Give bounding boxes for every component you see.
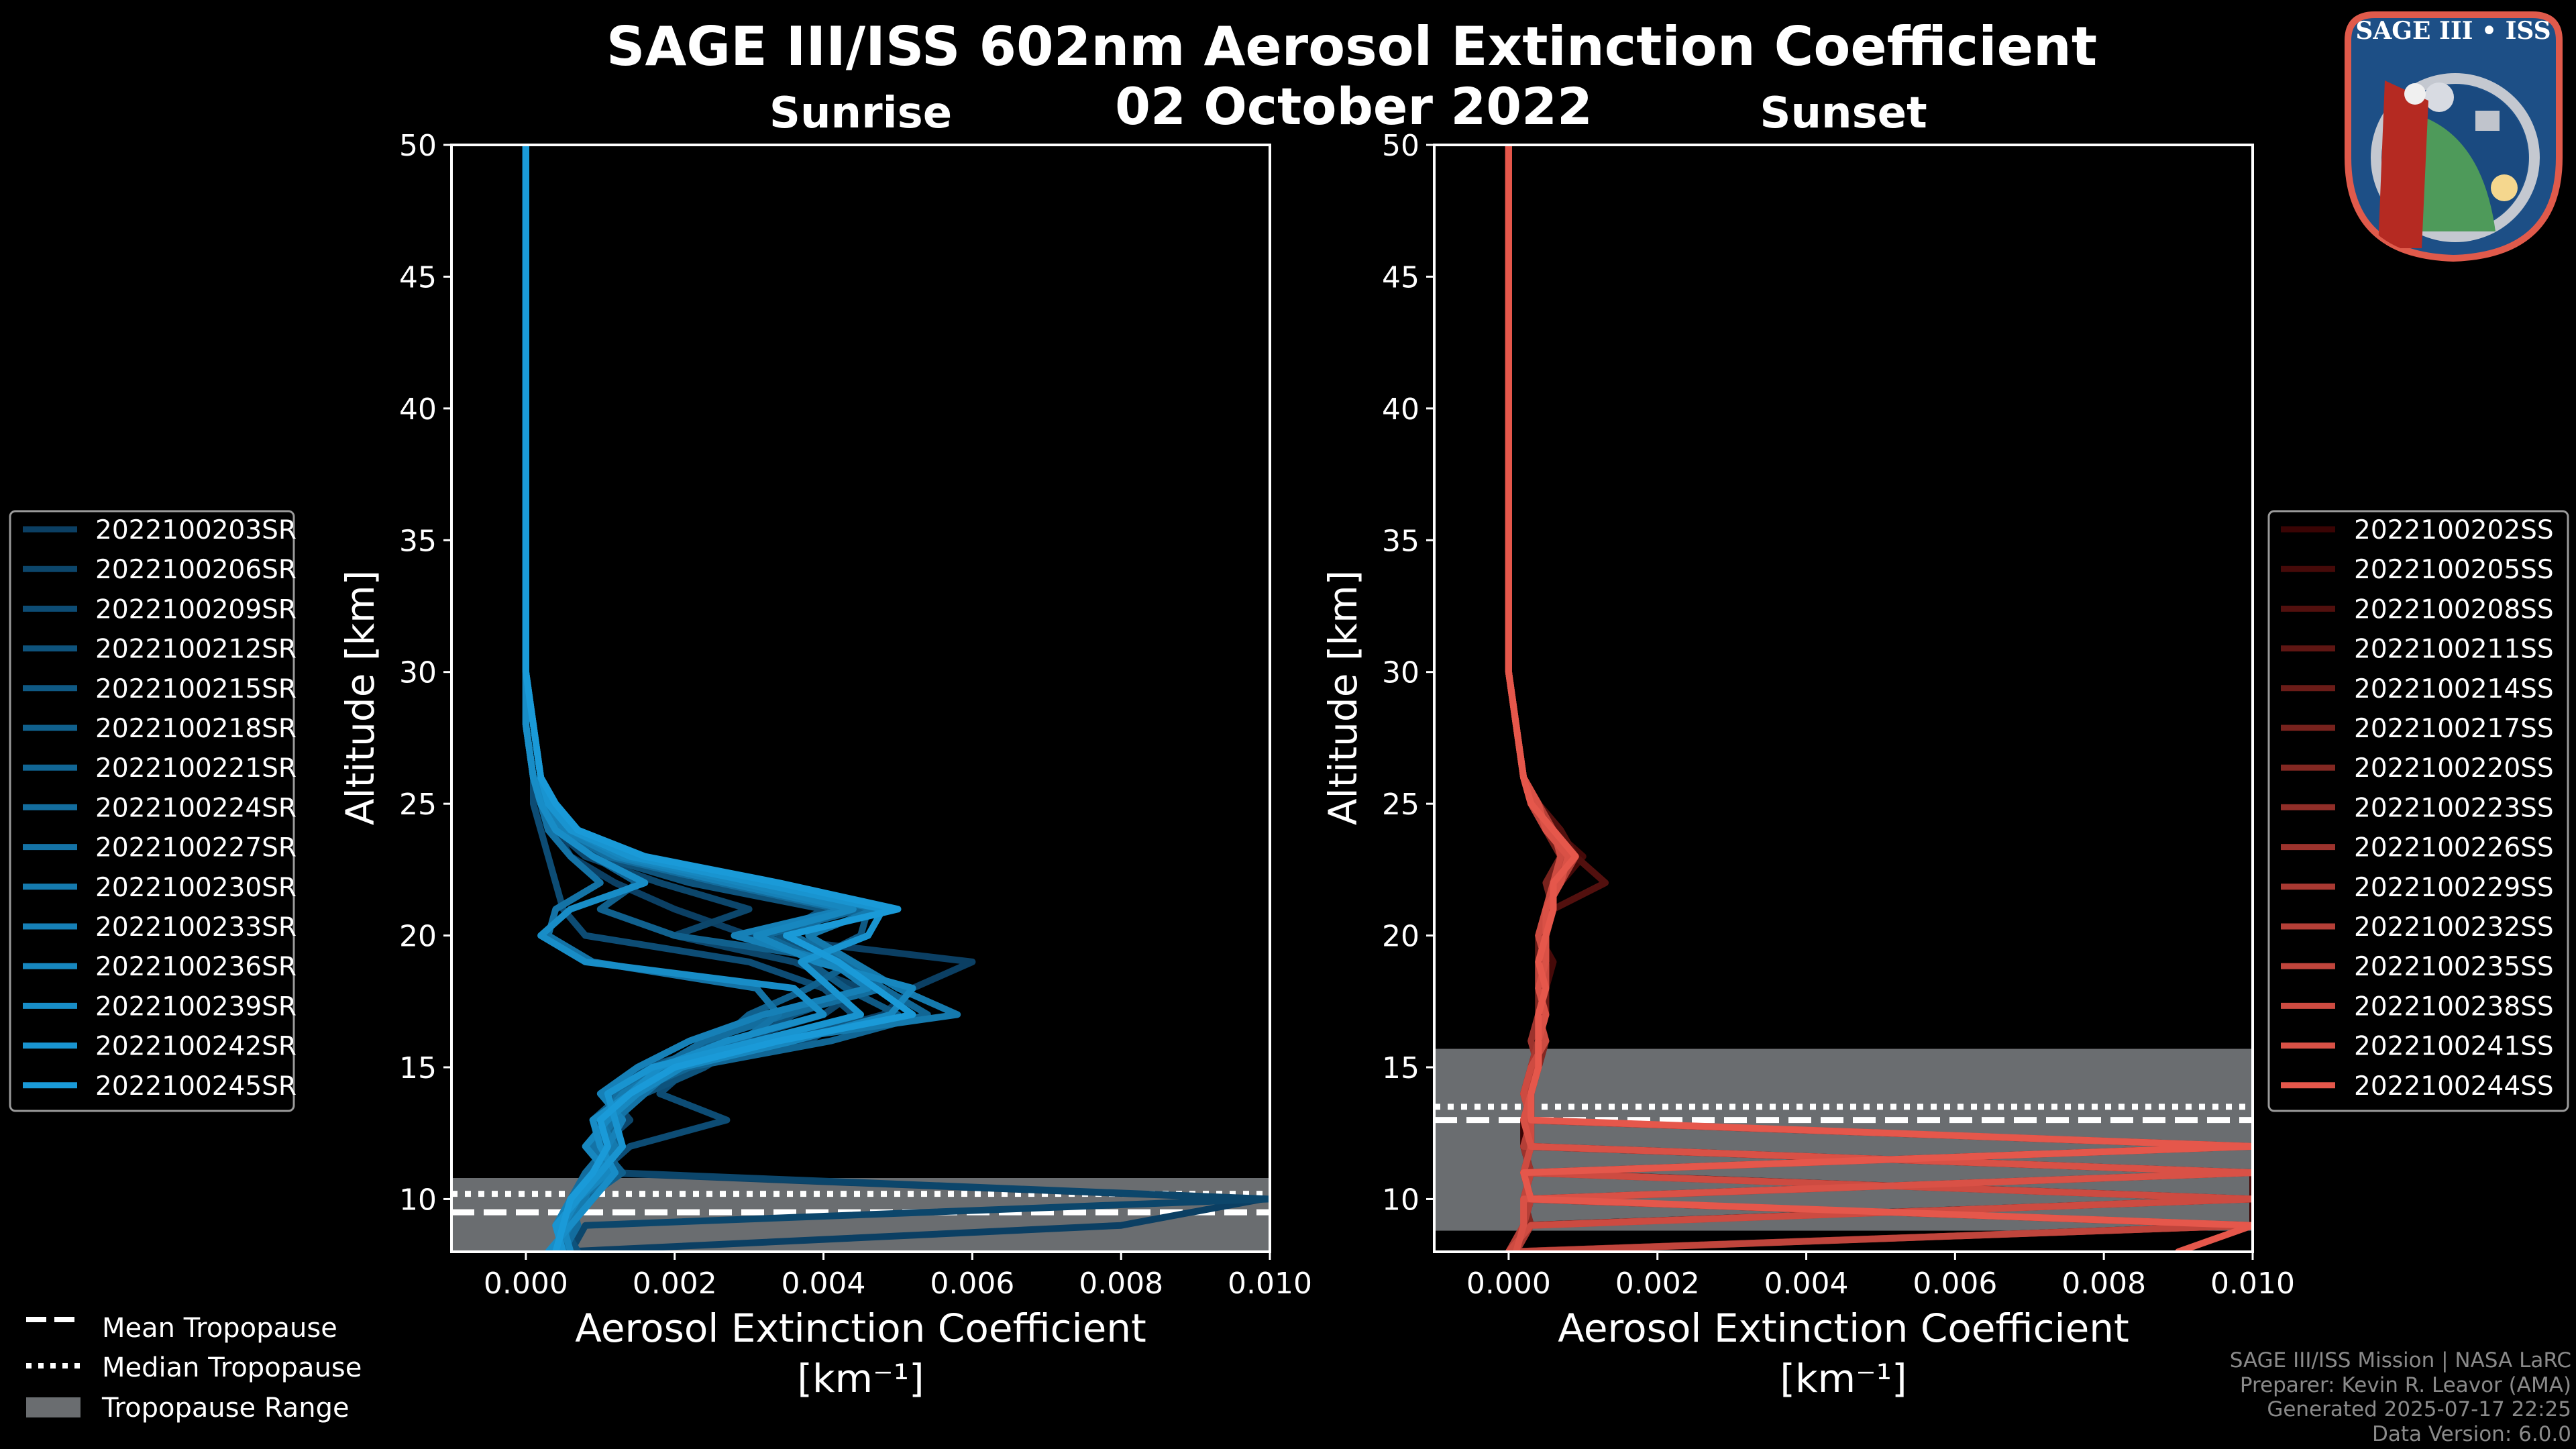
sunset-y-tick-label: 15 bbox=[1382, 1051, 1419, 1085]
legend-label-2022100238SS: 2022100238SS bbox=[2354, 991, 2554, 1022]
legend-label-2022100205SS: 2022100205SS bbox=[2354, 555, 2554, 585]
sunrise-legend: 2022100203SR 2022100206SR 2022100209SR 2022… bbox=[9, 510, 297, 1112]
legend-label-2022100212SR: 2022100212SR bbox=[95, 635, 297, 665]
legend-label-2022100236SR: 2022100236SR bbox=[95, 952, 297, 982]
sunset-x-axis-label: Aerosol Extinction Coefficient bbox=[1558, 1305, 2129, 1351]
legend-label-2022100233SR: 2022100233SR bbox=[95, 912, 297, 943]
sunrise-x-tick-label: 0.010 bbox=[1228, 1267, 1312, 1301]
footer-data-version: Data Version: 6.0.0 bbox=[2372, 1422, 2571, 1446]
legend-label-2022100221SR: 2022100221SR bbox=[95, 753, 297, 784]
sunset-x-tick-label: 0.000 bbox=[1466, 1267, 1551, 1301]
sunrise-y-tick-label: 35 bbox=[399, 524, 437, 558]
sunrise-plot-area bbox=[451, 145, 1270, 1252]
sunrise-y-tick-label: 15 bbox=[399, 1051, 437, 1085]
sunset-x-tick-label: 0.010 bbox=[2210, 1267, 2295, 1301]
sunset-plot-content bbox=[1434, 145, 2253, 1252]
legend-label-2022100206SR: 2022100206SR bbox=[95, 555, 297, 585]
sunrise-plot-frame bbox=[450, 144, 1271, 1253]
legend-label-2022100218SR: 2022100218SR bbox=[95, 714, 297, 744]
footer-mission: SAGE III/ISS Mission | NASA LaRC bbox=[2230, 1348, 2571, 1373]
sunrise-y-tick-label: 10 bbox=[399, 1183, 437, 1217]
legend-label-2022100230SR: 2022100230SR bbox=[95, 873, 297, 903]
legend-label-2022100245SR: 2022100245SR bbox=[95, 1071, 297, 1102]
tropopause-range-swatch bbox=[26, 1397, 80, 1417]
footer-preparer: Preparer: Kevin R. Leavor (AMA) bbox=[2240, 1373, 2571, 1397]
legend-label-2022100203SR: 2022100203SR bbox=[95, 515, 297, 545]
median-tropopause-label: Median Tropopause bbox=[102, 1352, 362, 1383]
legend-label-2022100232SS: 2022100232SS bbox=[2354, 912, 2554, 943]
sunrise-y-tick-label: 30 bbox=[399, 656, 437, 690]
sunrise-y-tick-label: 50 bbox=[399, 129, 437, 163]
sunset-x-tick-label: 0.004 bbox=[1764, 1267, 1849, 1301]
sunset-panel: 0.000 0.002 0.004 0.006 0.008 0.010 10 15 20 25 30… bbox=[1382, 129, 2295, 1301]
legend-label-2022100217SS: 2022100217SS bbox=[2354, 714, 2554, 744]
sunset-x-tick-label: 0.006 bbox=[1913, 1267, 1997, 1301]
profile-line-2022100245SR bbox=[522, 145, 916, 1252]
sunrise-x-tick-label: 0.004 bbox=[782, 1267, 866, 1301]
sunset-y-tick-label: 50 bbox=[1382, 129, 1419, 163]
legend-label-2022100244SS: 2022100244SS bbox=[2354, 1071, 2554, 1102]
sunrise-y-tick-label: 45 bbox=[399, 260, 437, 294]
legend-label-2022100202SS: 2022100202SS bbox=[2354, 515, 2554, 545]
sunrise-y-tick-label: 25 bbox=[399, 788, 437, 822]
sunrise-plot-content bbox=[451, 145, 1270, 1252]
sunset-y-tick-label: 20 bbox=[1382, 920, 1419, 954]
sunset-panel-title: Sunset bbox=[1760, 89, 1927, 138]
sunset-y-tick-label: 10 bbox=[1382, 1183, 1419, 1217]
sunset-x-axis-units: [km⁻¹] bbox=[1780, 1356, 1907, 1401]
sunrise-x-axis-label: Aerosol Extinction Coefficient bbox=[575, 1305, 1146, 1351]
sunset-y-tick-label: 30 bbox=[1382, 656, 1419, 690]
tropopause-range-label: Tropopause Range bbox=[101, 1393, 350, 1424]
mean-tropopause-label: Mean Tropopause bbox=[102, 1313, 337, 1344]
legend-label-2022100235SS: 2022100235SS bbox=[2354, 952, 2554, 982]
footer-generated: Generated 2025-07-17 22:25 bbox=[2267, 1397, 2571, 1421]
legend-label-2022100241SS: 2022100241SS bbox=[2354, 1032, 2554, 1062]
sunset-x-tick-label: 0.008 bbox=[2061, 1267, 2146, 1301]
chart-title: SAGE III/ISS 602nm Aerosol Extinction Co… bbox=[606, 15, 2097, 78]
legend-label-2022100214SS: 2022100214SS bbox=[2354, 674, 2554, 704]
legend-label-2022100209SR: 2022100209SR bbox=[95, 594, 297, 625]
legend-label-2022100226SS: 2022100226SS bbox=[2354, 833, 2554, 863]
profile-line-2022100244SS bbox=[1505, 145, 2253, 1252]
legend-label-2022100223SS: 2022100223SS bbox=[2354, 793, 2554, 823]
sunrise-panel: 0.000 0.002 0.004 0.006 0.008 0.010 10 15 20 25 30… bbox=[399, 129, 1312, 1301]
sunset-y-tick-label: 25 bbox=[1382, 788, 1419, 822]
sunrise-y-tick-label: 40 bbox=[399, 392, 437, 427]
legend-label-2022100242SR: 2022100242SR bbox=[95, 1032, 297, 1062]
sunset-y-axis-label: Altitude [km] bbox=[1320, 570, 1366, 825]
legend-label-2022100229SS: 2022100229SS bbox=[2354, 873, 2554, 903]
sunrise-x-axis-units: [km⁻¹] bbox=[797, 1356, 924, 1401]
tropopause-legend: Mean Tropopause Median Tropopause Tropop… bbox=[26, 1313, 362, 1424]
sunset-y-tick-label: 35 bbox=[1382, 524, 1419, 558]
legend-label-2022100215SR: 2022100215SR bbox=[95, 674, 297, 704]
legend-label-2022100239SR: 2022100239SR bbox=[95, 991, 297, 1022]
sunrise-x-tick-label: 0.008 bbox=[1079, 1267, 1163, 1301]
legend-label-2022100224SR: 2022100224SR bbox=[95, 793, 297, 823]
sunset-legend: 2022100202SS 2022100205SS 2022100208SS 2022… bbox=[2267, 510, 2569, 1112]
sunrise-y-axis-label: Altitude [km] bbox=[337, 570, 383, 825]
legend-label-2022100227SR: 2022100227SR bbox=[95, 833, 297, 863]
sunrise-panel-title: Sunrise bbox=[769, 89, 952, 138]
sunrise-x-tick-label: 0.000 bbox=[484, 1267, 568, 1301]
sunrise-x-tick-label: 0.002 bbox=[633, 1267, 717, 1301]
chart-date: 02 October 2022 bbox=[1115, 76, 1593, 136]
sage-iii-iss-mission-logo: SAGE III • ISS bbox=[2345, 11, 2563, 262]
sunset-plot-frame bbox=[1433, 144, 2254, 1253]
legend-label-2022100211SS: 2022100211SS bbox=[2354, 635, 2554, 665]
sunrise-y-tick-label: 20 bbox=[399, 920, 437, 954]
sunset-x-tick-label: 0.002 bbox=[1615, 1267, 1700, 1301]
sunset-y-tick-label: 40 bbox=[1382, 392, 1419, 427]
sunrise-x-tick-label: 0.006 bbox=[930, 1267, 1014, 1301]
legend-label-2022100208SS: 2022100208SS bbox=[2354, 594, 2554, 625]
legend-label-2022100220SS: 2022100220SS bbox=[2354, 753, 2554, 784]
logo-title: SAGE III • ISS bbox=[2355, 17, 2551, 45]
sunset-y-tick-label: 45 bbox=[1382, 260, 1419, 294]
